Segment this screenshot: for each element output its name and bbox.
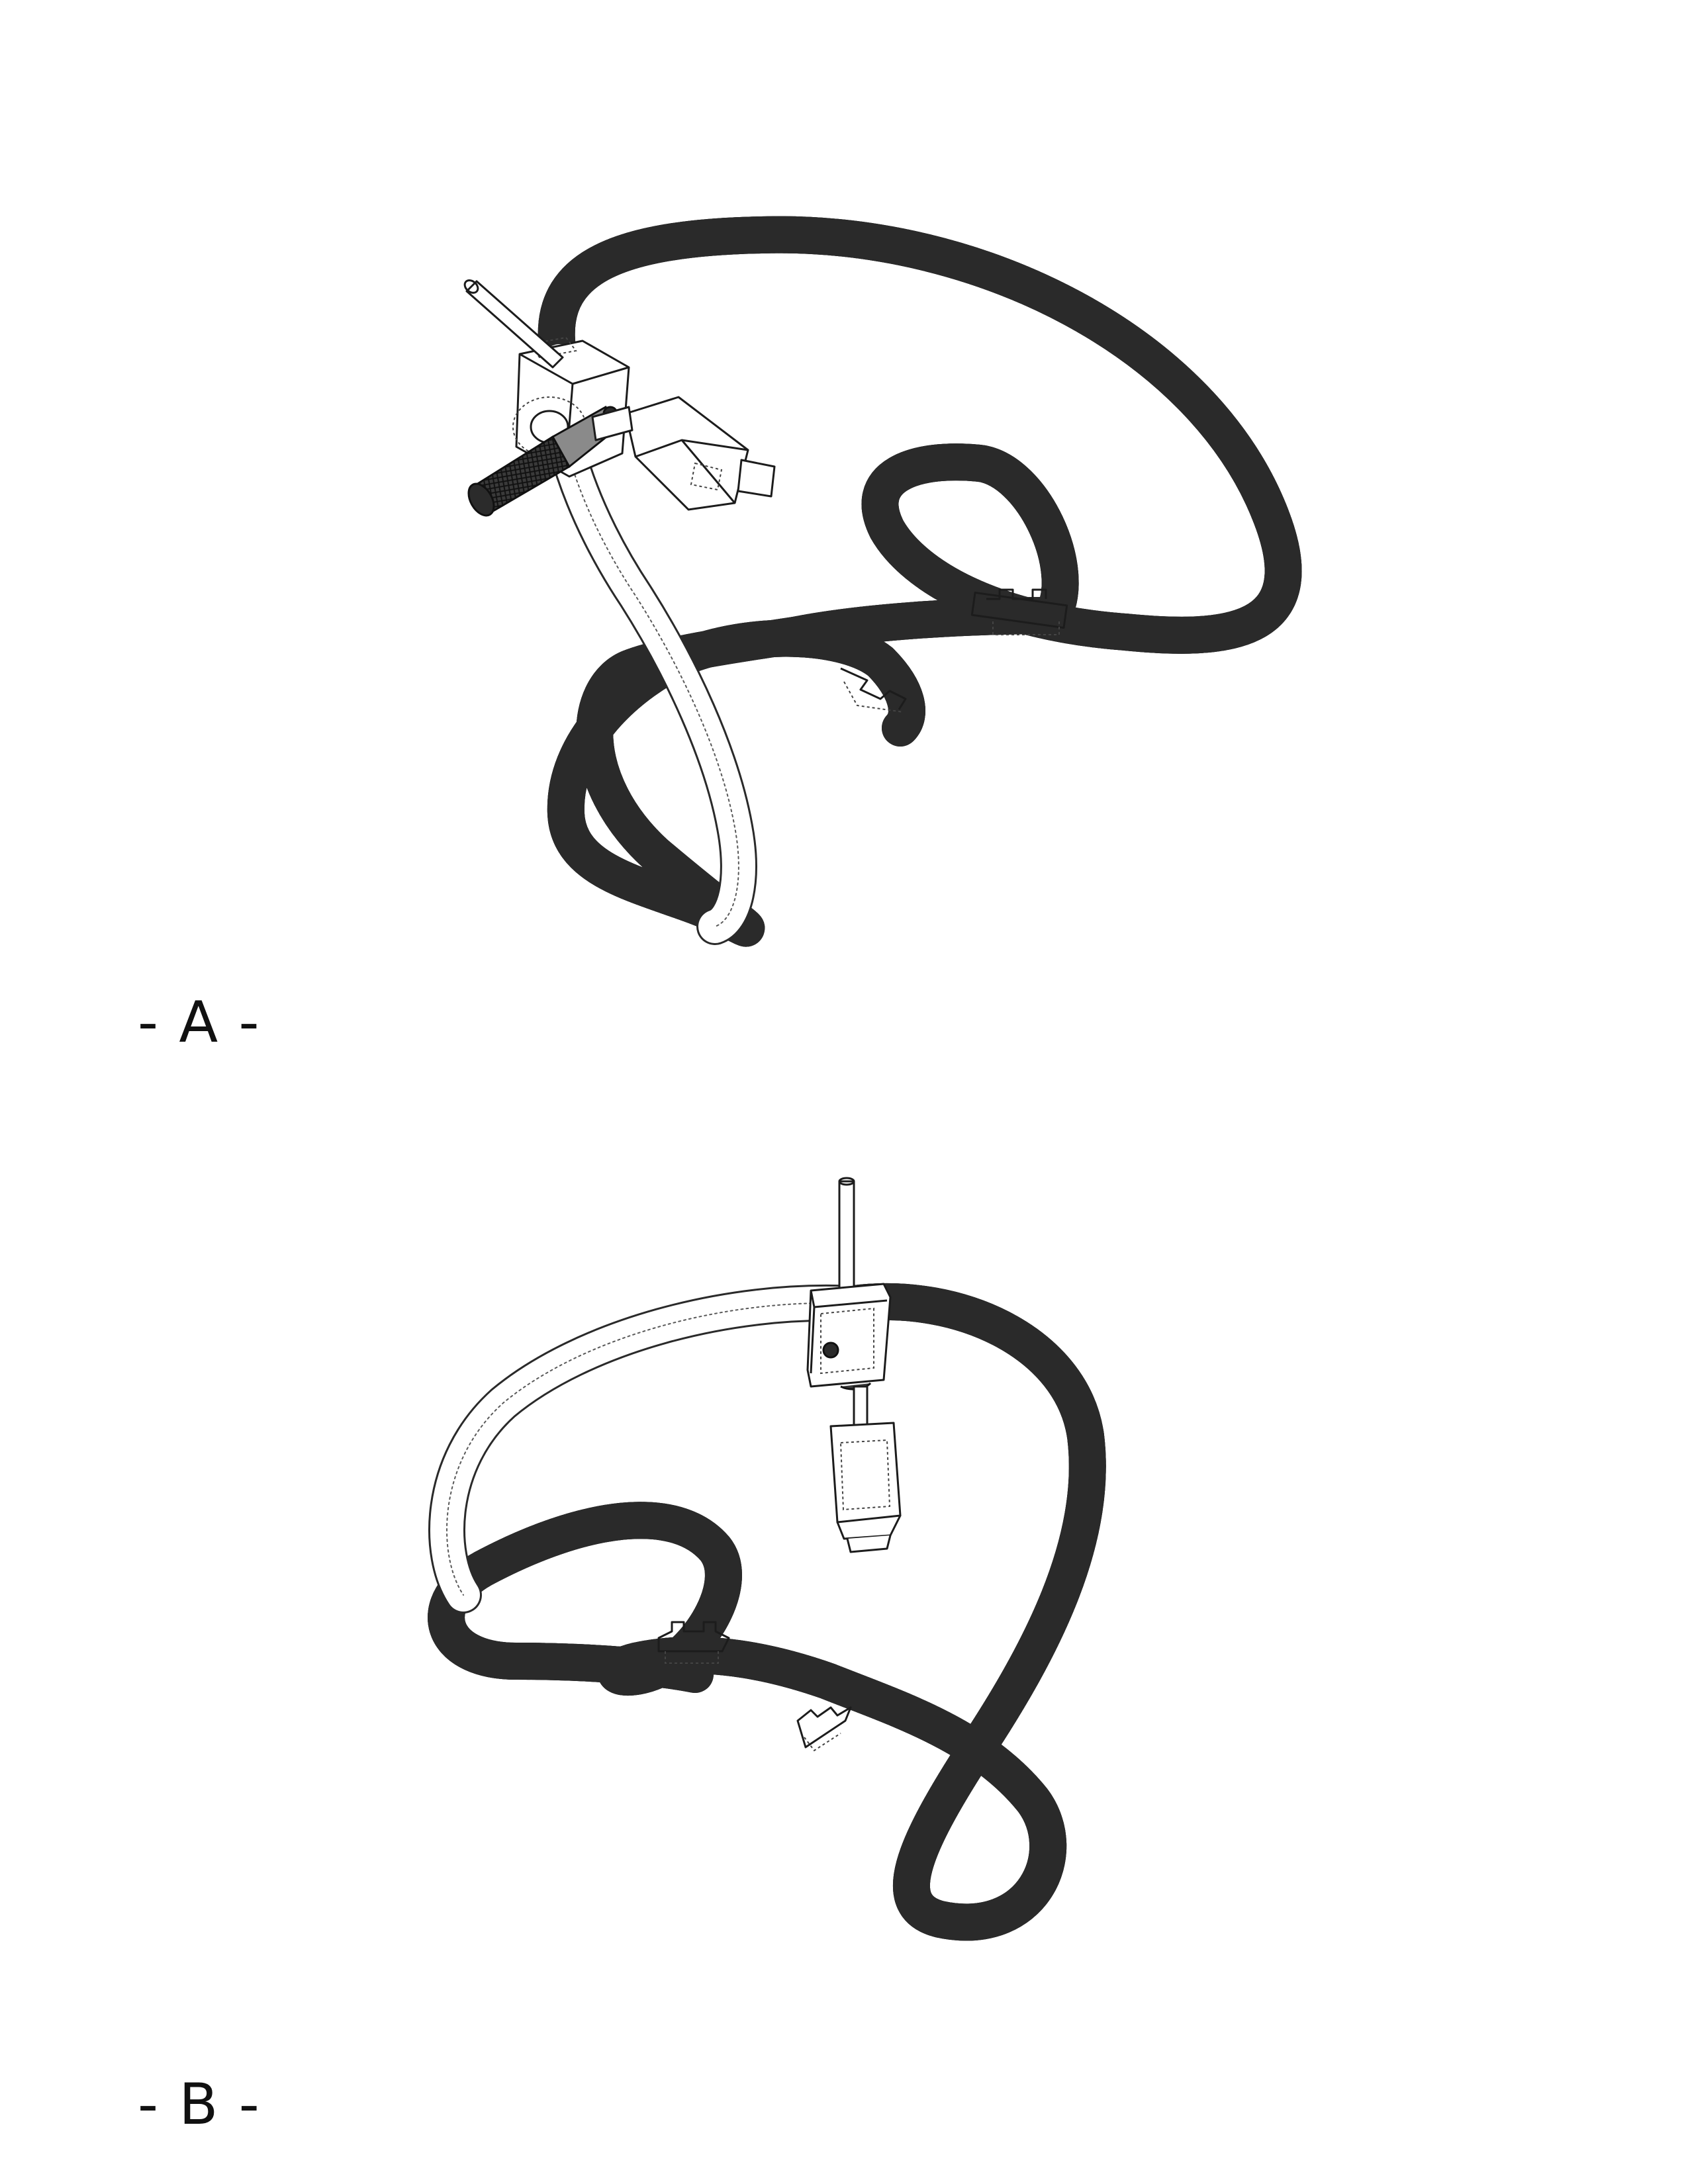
usb-plug-b bbox=[831, 1423, 900, 1552]
ear-clip-b2 bbox=[798, 1707, 851, 1751]
figure-label-b: - B - bbox=[138, 2071, 261, 2138]
headband-b bbox=[446, 1302, 1088, 1922]
figure-label-a: - A - bbox=[138, 989, 261, 1056]
headband-a bbox=[557, 235, 1284, 929]
figure-b-drawing bbox=[0, 1092, 1688, 2184]
connector-housing-b bbox=[808, 1284, 890, 1426]
figure-a: - A - bbox=[0, 0, 1688, 1092]
figure-b: - B - bbox=[0, 1092, 1688, 2184]
figure-a-drawing bbox=[0, 0, 1688, 1092]
